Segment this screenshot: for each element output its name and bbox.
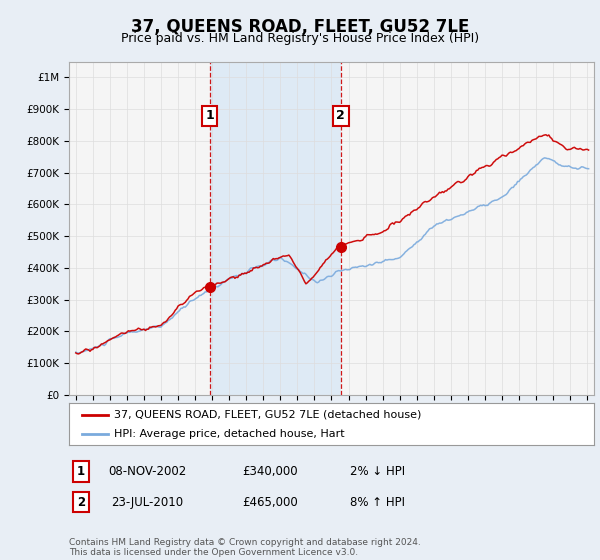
- Text: Contains HM Land Registry data © Crown copyright and database right 2024.: Contains HM Land Registry data © Crown c…: [69, 538, 421, 547]
- Text: 2: 2: [77, 496, 85, 509]
- Text: 2: 2: [337, 109, 345, 122]
- Text: Price paid vs. HM Land Registry's House Price Index (HPI): Price paid vs. HM Land Registry's House …: [121, 32, 479, 45]
- Text: 23-JUL-2010: 23-JUL-2010: [111, 496, 183, 509]
- Bar: [209, 62, 341, 395]
- Text: 37, QUEENS ROAD, FLEET, GU52 7LE: 37, QUEENS ROAD, FLEET, GU52 7LE: [131, 18, 469, 36]
- Text: £465,000: £465,000: [242, 496, 298, 509]
- Text: 2% ↓ HPI: 2% ↓ HPI: [350, 465, 406, 478]
- Text: 8% ↑ HPI: 8% ↑ HPI: [350, 496, 406, 509]
- Text: £340,000: £340,000: [242, 465, 298, 478]
- Text: 37, QUEENS ROAD, FLEET, GU52 7LE (detached house): 37, QUEENS ROAD, FLEET, GU52 7LE (detach…: [113, 409, 421, 419]
- Text: 1: 1: [77, 465, 85, 478]
- Text: This data is licensed under the Open Government Licence v3.0.: This data is licensed under the Open Gov…: [69, 548, 358, 557]
- Text: 1: 1: [205, 109, 214, 122]
- Text: HPI: Average price, detached house, Hart: HPI: Average price, detached house, Hart: [113, 429, 344, 439]
- Text: 08-NOV-2002: 08-NOV-2002: [108, 465, 186, 478]
